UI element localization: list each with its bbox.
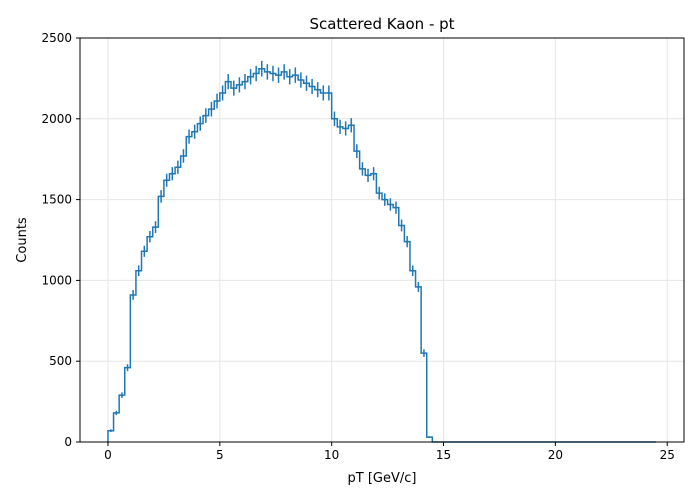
x-tick-label: 5 [216, 448, 224, 462]
y-tick-label: 2500 [41, 31, 72, 45]
chart-title: Scattered Kaon - pt [309, 15, 454, 33]
x-tick-label: 20 [548, 448, 563, 462]
x-tick-label: 25 [660, 448, 675, 462]
x-tick-label: 0 [104, 448, 112, 462]
y-tick-label: 2000 [41, 112, 72, 126]
x-tick-label: 10 [324, 448, 339, 462]
y-axis-ticks: 0 500 1000 1500 2000 2500 [41, 31, 80, 449]
y-tick-label: 0 [64, 435, 72, 449]
y-tick-label: 1000 [41, 273, 72, 287]
y-tick-label: 500 [49, 354, 72, 368]
axes-frame [79, 37, 685, 443]
x-tick-label: 15 [436, 448, 451, 462]
y-axis-label: Counts [15, 217, 30, 263]
y-tick-label: 1500 [41, 193, 72, 207]
x-axis-label: pT [GeV/c] [348, 471, 417, 486]
x-axis-ticks: 0 5 10 15 20 25 [104, 442, 675, 462]
